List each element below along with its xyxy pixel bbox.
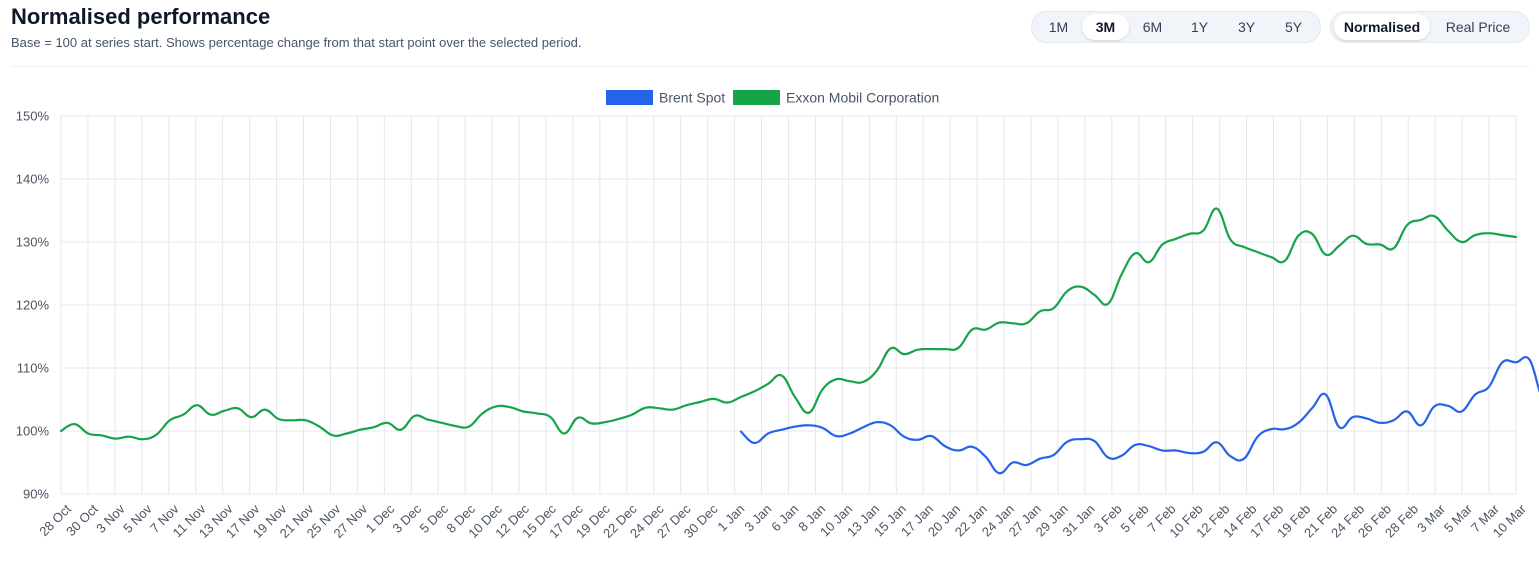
y-tick-label: 150%	[16, 109, 50, 124]
legend-brent-spot-swatch	[606, 90, 653, 105]
x-tick-label: 3 Jan	[741, 501, 774, 534]
x-tick-label: 1 Dec	[363, 501, 398, 536]
exxon-series-line	[59, 207, 1518, 441]
page-title: Normalised performance	[11, 4, 271, 29]
range-5y-button[interactable]: 5Y	[1284, 19, 1303, 35]
brent-spot-series-line	[739, 355, 1539, 475]
y-tick-label: 90%	[23, 487, 49, 502]
x-tick-label: 5 Mar	[1441, 501, 1476, 536]
range-6m-button[interactable]: 6M	[1142, 19, 1163, 35]
y-tick-label: 120%	[16, 298, 50, 313]
range-3y-button[interactable]: 3Y	[1237, 19, 1256, 35]
x-tick-label: 5 Feb	[1118, 501, 1152, 535]
header-divider	[11, 66, 1529, 67]
x-tick-label: 30 Oct	[63, 501, 101, 539]
mode-selector: Normalised Real Price	[1330, 11, 1530, 43]
y-tick-label: 130%	[16, 235, 50, 250]
x-tick-label: 3 Feb	[1091, 501, 1125, 535]
x-tick-label: 5 Nov	[120, 501, 155, 536]
mode-normalised-button[interactable]: Normalised	[1334, 14, 1430, 40]
x-tick-label: 3 Mar	[1414, 501, 1449, 536]
legend-exxon-label: Exxon Mobil Corporation	[786, 90, 939, 106]
range-1y-button[interactable]: 1Y	[1190, 19, 1209, 35]
x-tick-label: 5 Dec	[417, 501, 452, 536]
legend-brent-spot-label: Brent Spot	[659, 90, 725, 106]
range-3m-button[interactable]: 3M	[1082, 14, 1129, 40]
y-tick-label: 110%	[17, 361, 50, 376]
legend-exxon-swatch	[733, 90, 780, 105]
x-tick-label: 1 Jan	[714, 501, 747, 534]
y-tick-label: 100%	[16, 424, 50, 439]
page-subtitle: Base = 100 at series start. Shows percen…	[11, 35, 582, 50]
y-tick-label: 140%	[16, 172, 50, 187]
range-selector: 1M 3M 6M 1Y 3Y 5Y	[1031, 11, 1321, 43]
x-tick-label: 3 Nov	[93, 501, 128, 536]
range-1m-button[interactable]: 1M	[1048, 19, 1069, 35]
x-tick-label: 6 Jan	[768, 501, 801, 534]
mode-real-price-button[interactable]: Real Price	[1445, 19, 1511, 35]
x-tick-label: 3 Dec	[390, 501, 425, 536]
